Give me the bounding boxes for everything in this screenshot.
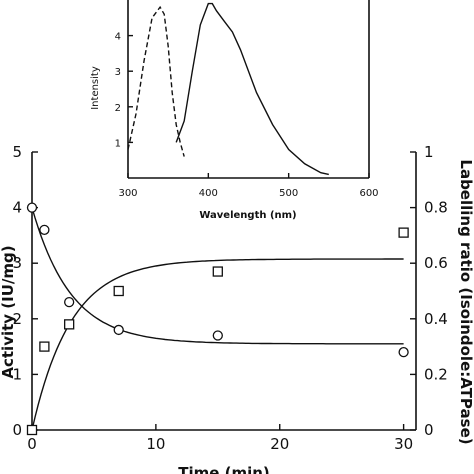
- main-y-tick-label-right: 0.8: [424, 199, 448, 217]
- labelling-ratio-point: [64, 319, 75, 330]
- main-x-ticks: 0 10 20 30: [27, 424, 413, 453]
- main-fit-curves: [31, 207, 404, 431]
- labelling-ratio-point: [212, 266, 223, 277]
- main-y-tick-label-left: 5: [12, 143, 22, 161]
- main-y-tick-label-right: 0.2: [424, 365, 448, 383]
- labelling-ratio-point: [26, 424, 38, 436]
- inset-spectra: [127, 2, 329, 176]
- inset-y-tick-label: 3: [115, 67, 121, 78]
- inset-x-ticks: 300 400 500 600: [118, 173, 379, 199]
- inset-x-tick-label: 600: [359, 188, 378, 199]
- inset-y-tick-label: 2: [115, 103, 121, 114]
- main-x-tick-label: 20: [270, 435, 289, 453]
- inset-x-tick-label: 500: [279, 188, 298, 199]
- activity-point: [39, 224, 50, 235]
- main-y-axis-title-right: Labelling ratio (Isoindole:ATPase): [457, 159, 474, 444]
- main-y-tick-label-right: 0.6: [424, 254, 448, 272]
- inset-y-tick-label: 4: [115, 32, 121, 43]
- main-y-tick-label-left: 3: [12, 254, 22, 272]
- activity-point: [26, 202, 38, 213]
- activity-point: [398, 347, 409, 358]
- inset-x-axis-title: Wavelength (nm): [199, 210, 296, 221]
- main-x-tick-label: 0: [27, 435, 37, 453]
- fit-curve-left: [31, 207, 404, 345]
- inset-y-tick-label: 1: [115, 138, 121, 149]
- inset-y-ticks: 1 2 3 4: [115, 32, 133, 149]
- labelling-ratio-point: [39, 341, 50, 352]
- main-y-ticks-right: 0 0.2 0.4 0.6 0.8 1: [410, 143, 448, 439]
- inset-chart: 300 400 500 600 1 2 3 4 Wavelength (nm) Intens…: [90, 0, 379, 221]
- activity-point: [64, 296, 75, 308]
- main-y-tick-label-left: 0: [12, 421, 22, 439]
- inset-x-tick-label: 300: [118, 188, 137, 199]
- main-y-axis-title-left: Activity (IU/mg): [0, 245, 17, 378]
- main-y-tick-label-right: 1: [424, 143, 434, 161]
- activity-point: [113, 324, 124, 336]
- fit-curve-right: [31, 258, 404, 431]
- inset-y-axis-title: Intensity: [90, 66, 101, 110]
- main-x-axis-title: Time (min): [178, 464, 270, 474]
- inset-x-tick-label: 400: [199, 188, 218, 199]
- main-y-tick-label-right: 0.4: [424, 310, 448, 328]
- main-chart: 0 10 20 30 0 1 2 3 4 5 0 0.2 0.4 0.6 0.8 1 Time (min)…: [0, 143, 474, 474]
- main-y-tick-label-left: 4: [12, 199, 22, 217]
- main-x-tick-label: 30: [394, 435, 413, 453]
- activity-point: [212, 330, 223, 341]
- emission-spectrum-line: [175, 2, 329, 176]
- main-y-tick-label-left: 1: [12, 365, 22, 383]
- main-y-tick-label-right: 0: [424, 421, 434, 439]
- main-y-tick-label-left: 2: [12, 310, 22, 328]
- labelling-ratio-point: [113, 285, 124, 297]
- main-data-points: [26, 202, 409, 436]
- labelling-ratio-point: [398, 227, 409, 238]
- main-x-tick-label: 10: [146, 435, 165, 453]
- excitation-spectrum-line: [127, 5, 185, 157]
